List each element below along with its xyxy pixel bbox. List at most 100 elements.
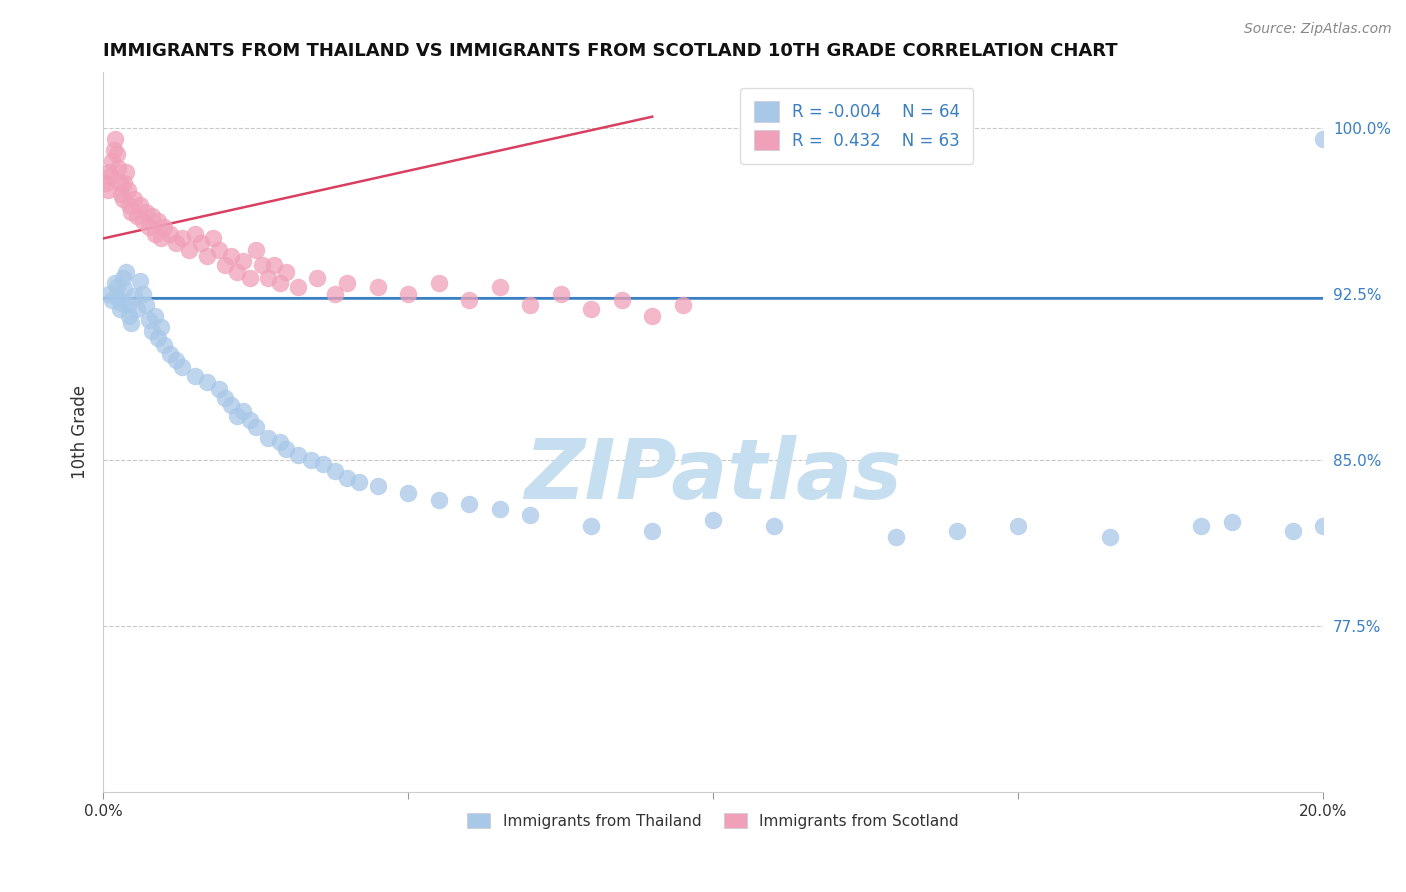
Point [122, 192, 145, 206]
Point [269, 276, 291, 290]
Point [367, 479, 389, 493]
Point [208, 382, 231, 396]
Point [114, 282, 136, 296]
Point [263, 258, 285, 272]
Point [1007, 519, 1029, 533]
Point [141, 325, 163, 339]
Point [488, 501, 510, 516]
Point [98, 165, 121, 179]
Point [150, 320, 173, 334]
Point [305, 271, 328, 285]
Point [396, 486, 419, 500]
Point [323, 464, 346, 478]
Point [238, 413, 260, 427]
Point [159, 346, 181, 360]
Point [250, 258, 273, 272]
Point [97, 183, 120, 197]
Legend: Immigrants from Thailand, Immigrants from Scotland: Immigrants from Thailand, Immigrants fro… [461, 806, 965, 835]
Point [219, 397, 242, 411]
Point [153, 337, 176, 351]
Point [884, 530, 907, 544]
Point [458, 293, 481, 308]
Point [1312, 132, 1334, 146]
Point [103, 143, 125, 157]
Point [105, 147, 128, 161]
Point [1312, 519, 1334, 533]
Point [1281, 524, 1303, 538]
Point [114, 176, 136, 190]
Point [323, 286, 346, 301]
Point [105, 280, 128, 294]
Point [183, 227, 205, 241]
Point [98, 286, 121, 301]
Point [138, 313, 160, 327]
Point [125, 302, 148, 317]
Point [214, 258, 236, 272]
Point [118, 198, 141, 212]
Point [135, 205, 157, 219]
Point [165, 353, 187, 368]
Point [104, 276, 127, 290]
Point [226, 265, 249, 279]
Point [165, 235, 187, 250]
Point [427, 276, 450, 290]
Point [146, 331, 169, 345]
Point [104, 132, 127, 146]
Point [195, 376, 218, 390]
Point [226, 409, 249, 423]
Point [117, 298, 139, 312]
Point [519, 508, 541, 523]
Point [115, 265, 138, 279]
Point [232, 404, 254, 418]
Point [172, 231, 194, 245]
Point [219, 249, 242, 263]
Point [135, 298, 157, 312]
Point [110, 187, 132, 202]
Point [367, 280, 389, 294]
Point [299, 453, 322, 467]
Text: Source: ZipAtlas.com: Source: ZipAtlas.com [1244, 22, 1392, 37]
Point [257, 431, 280, 445]
Point [336, 276, 359, 290]
Point [672, 298, 695, 312]
Point [312, 458, 335, 472]
Point [132, 286, 155, 301]
Point [257, 271, 280, 285]
Point [763, 519, 786, 533]
Point [610, 293, 633, 308]
Point [108, 302, 131, 317]
Point [146, 213, 169, 227]
Point [172, 359, 194, 374]
Point [183, 368, 205, 383]
Point [115, 165, 138, 179]
Point [128, 198, 150, 212]
Y-axis label: 10th Grade: 10th Grade [72, 385, 89, 479]
Point [153, 220, 176, 235]
Point [120, 205, 142, 219]
Point [117, 183, 139, 197]
Point [238, 271, 260, 285]
Point [488, 280, 510, 294]
Point [143, 309, 166, 323]
Point [641, 309, 664, 323]
Point [111, 192, 134, 206]
Text: ZIPatlas: ZIPatlas [524, 435, 903, 516]
Point [111, 271, 134, 285]
Point [195, 249, 218, 263]
Text: IMMIGRANTS FROM THAILAND VS IMMIGRANTS FROM SCOTLAND 10TH GRADE CORRELATION CHAR: IMMIGRANTS FROM THAILAND VS IMMIGRANTS F… [103, 42, 1118, 60]
Point [427, 492, 450, 507]
Point [122, 289, 145, 303]
Point [396, 286, 419, 301]
Point [96, 176, 118, 190]
Point [101, 153, 124, 168]
Point [125, 210, 148, 224]
Point [138, 220, 160, 235]
Point [159, 227, 181, 241]
Point [946, 524, 969, 538]
Point [100, 169, 122, 184]
Point [108, 176, 131, 190]
Point [141, 210, 163, 224]
Point [143, 227, 166, 241]
Point [276, 265, 298, 279]
Point [519, 298, 541, 312]
